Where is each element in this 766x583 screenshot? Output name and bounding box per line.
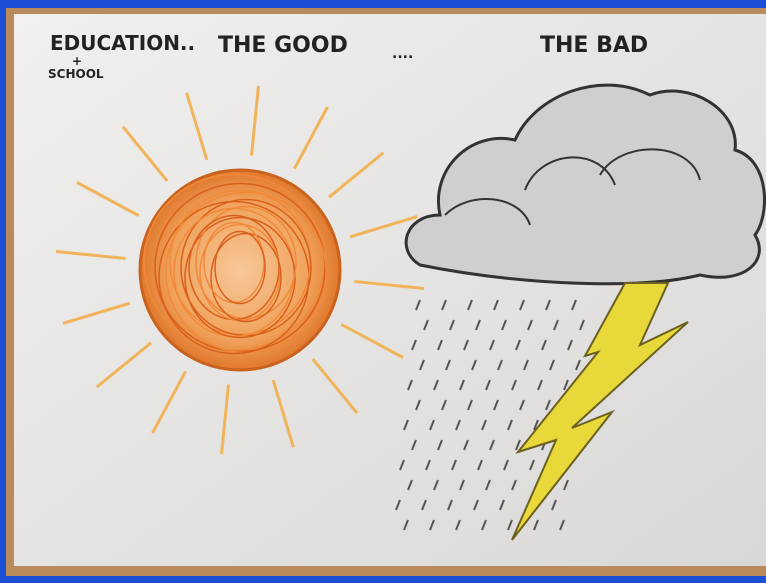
good-heading: THE GOOD <box>218 33 348 58</box>
topic-sub: SCHOOL <box>48 67 104 81</box>
photo: EDUCATION.. + SCHOOL THE GOOD .... THE B… <box>0 0 766 583</box>
topic-heading: EDUCATION.. <box>50 31 195 55</box>
topic-plus: + <box>72 54 82 68</box>
bad-heading: THE BAD <box>540 33 648 58</box>
page: EDUCATION.. + SCHOOL THE GOOD .... THE B… <box>0 0 766 583</box>
separator: .... <box>392 46 413 62</box>
